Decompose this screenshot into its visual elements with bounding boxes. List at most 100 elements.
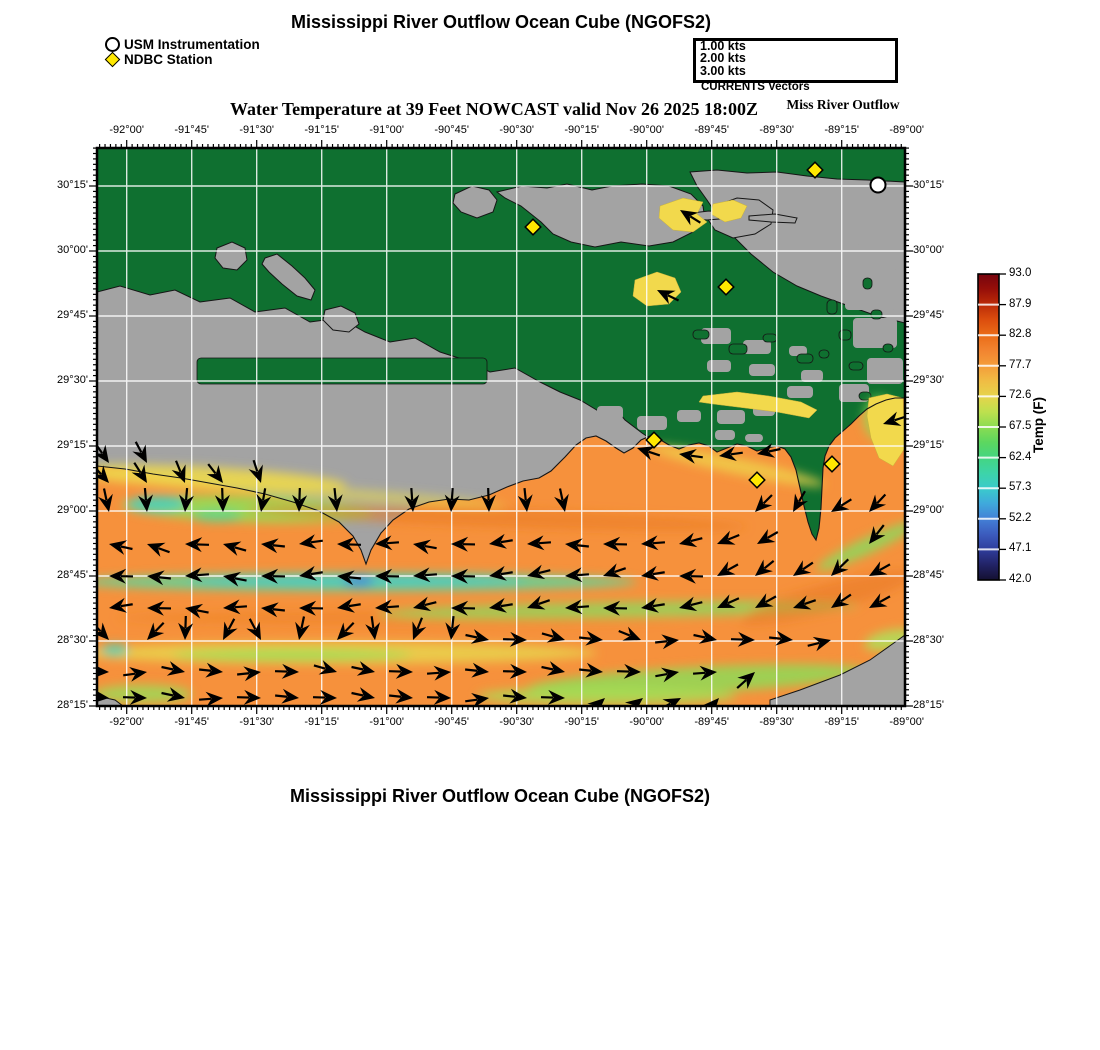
- x-axis-tick-label: -92°00': [109, 124, 144, 136]
- current-vector: [214, 487, 230, 512]
- y-axis-tick-label: 29°00': [913, 504, 944, 516]
- current-vector: [185, 567, 210, 583]
- current-vector: [109, 540, 133, 555]
- marker-legend-label: NDBC Station: [124, 52, 213, 67]
- axis-ticks: [89, 140, 913, 714]
- y-axis-tick-label: 28°15': [57, 699, 88, 711]
- marker-legend-item: NDBC Station: [104, 51, 260, 68]
- current-vector: [502, 631, 527, 647]
- ndbc-station-marker: [748, 471, 766, 489]
- current-vector: [540, 689, 565, 705]
- current-vector: [389, 688, 413, 704]
- current-vector: [579, 630, 603, 646]
- x-axis-tick-label: -90°45': [434, 124, 469, 136]
- current-vector: [831, 496, 852, 512]
- current-vector: [641, 535, 666, 551]
- y-axis-tick-label: 29°30': [913, 374, 944, 386]
- current-vector: [445, 616, 461, 640]
- marsh-patch: [597, 406, 623, 420]
- temp-band: [247, 505, 747, 531]
- current-vector: [444, 487, 460, 512]
- current-vector: [603, 563, 627, 578]
- current-vector: [489, 533, 513, 549]
- current-vector: [312, 689, 337, 705]
- current-vector: [206, 463, 223, 483]
- current-vector: [527, 564, 551, 580]
- current-vector: [404, 487, 420, 512]
- colorbar-tick-value: 77.7: [1009, 358, 1032, 371]
- marsh-island: [862, 277, 873, 290]
- currents-key-caption: CURRENTS Vectors: [701, 81, 810, 93]
- lake-mask: [214, 241, 248, 271]
- current-vector: [565, 567, 590, 583]
- corner-mask: [769, 634, 905, 706]
- warm-shallow-patch: [866, 393, 905, 467]
- current-vector: [489, 565, 513, 581]
- warm-shallow-patch: [698, 391, 818, 419]
- marsh-island: [838, 329, 852, 341]
- y-axis-tick-label: 28°15': [913, 699, 944, 711]
- y-axis-tick-label: 29°00': [57, 504, 88, 516]
- current-vector: [327, 488, 343, 512]
- x-axis-tick-label: -90°00': [629, 124, 664, 136]
- x-axis-tick-label: -90°30': [499, 716, 534, 728]
- x-axis-tick-label: -89°45': [694, 124, 729, 136]
- lake-mask: [748, 213, 798, 224]
- current-vector: [299, 534, 323, 550]
- current-vector: [793, 595, 817, 610]
- colorbar-tick-value: 67.5: [1009, 420, 1032, 432]
- current-vector: [616, 663, 641, 679]
- marker-legend: USM Instrumentation NDBC Station: [104, 37, 260, 68]
- y-axis-tick-label: 29°15': [913, 439, 944, 451]
- current-vector: [256, 488, 272, 512]
- current-vector: [603, 536, 628, 552]
- current-vector: [161, 687, 185, 702]
- current-vector: [236, 689, 261, 705]
- current-vector: [237, 666, 261, 682]
- current-vector: [426, 665, 451, 681]
- temp-band: [172, 649, 412, 661]
- marsh-island: [818, 349, 830, 359]
- current-vector: [123, 666, 147, 682]
- ndbc-station-marker: [717, 278, 735, 296]
- vector-key-label: 2.00 kts: [700, 51, 746, 66]
- current-vector: [757, 443, 781, 458]
- colorbar-tick-value: 93.0: [1009, 267, 1032, 279]
- current-vector: [295, 616, 310, 640]
- colorbar-tick-value: 72.6: [1009, 389, 1032, 402]
- current-vector: [554, 488, 569, 512]
- current-vector: [502, 663, 527, 679]
- current-vector: [412, 617, 427, 640]
- x-axis-tick-label: -90°15': [564, 124, 599, 136]
- current-vector: [807, 636, 831, 652]
- x-axis-tick-label: -89°30': [759, 124, 794, 136]
- current-vector: [337, 570, 361, 586]
- y-axis-tick-label: 30°00': [913, 244, 944, 256]
- current-vector: [179, 487, 194, 512]
- current-vector: [755, 593, 777, 608]
- current-vector: [680, 210, 701, 226]
- current-vector: [248, 459, 263, 483]
- current-vector: [261, 538, 285, 554]
- x-axis-tick-label: -91°00': [369, 124, 404, 136]
- current-vector: [147, 542, 170, 557]
- x-axis-tick-label: -91°30': [239, 716, 274, 728]
- marker-legend-item: USM Instrumentation: [105, 37, 260, 52]
- current-vector: [198, 691, 223, 706]
- colorbar-tick-value: 42.0: [1009, 573, 1032, 585]
- current-vector: [719, 446, 743, 462]
- current-vector: [831, 592, 852, 608]
- current-vector: [702, 698, 719, 706]
- current-vector: [365, 616, 381, 640]
- current-vector: [679, 568, 704, 584]
- current-vector: [97, 621, 109, 640]
- current-vector: [171, 460, 186, 483]
- ndbc-station-marker: [806, 161, 824, 179]
- current-vector: [178, 615, 194, 640]
- current-vector: [541, 628, 565, 643]
- current-vector: [147, 600, 172, 616]
- current-vector: [122, 689, 147, 705]
- marsh-patch: [787, 386, 813, 398]
- y-axis-tick-label: 29°15': [57, 439, 88, 451]
